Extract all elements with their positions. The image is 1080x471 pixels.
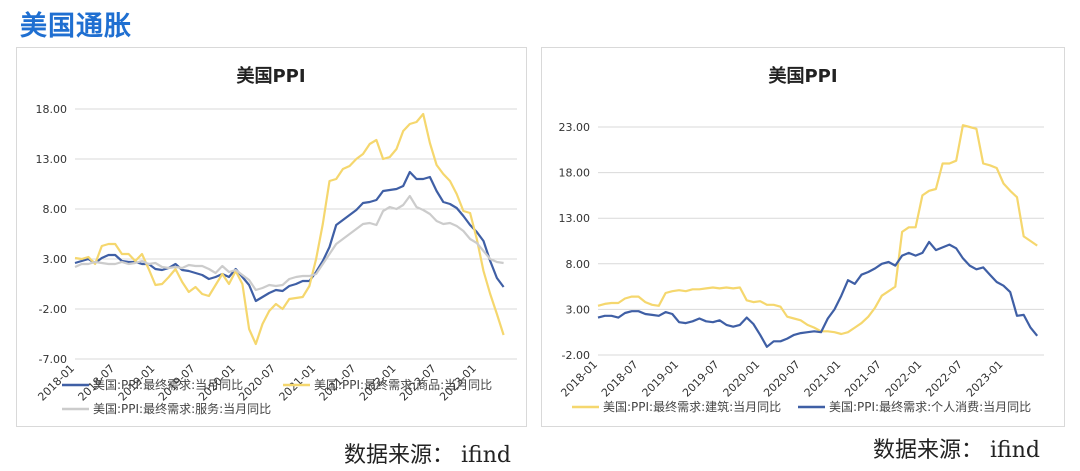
y-tick-label: 3.00 bbox=[43, 253, 68, 266]
y-tick-label: 3.00 bbox=[566, 303, 591, 316]
gridlines bbox=[75, 108, 517, 360]
x-axis-ticks: 2018-012018-072019-012019-072020-012020-… bbox=[558, 358, 1005, 400]
chart-panel-right: 美国PPI 23.00 18.00 13.00 8.00 3.00 -2.00 2018-… bbox=[541, 47, 1065, 427]
ppi-chart-left: 美国PPI 18.00 13.00 8.00 3.00 -2.00 -7.00 2018-… bbox=[35, 65, 517, 416]
y-tick-label: 18.00 bbox=[36, 103, 68, 116]
legend-entry-personal-consumption[interactable]: 美国:PPI:最终需求:个人消费:当月同比 bbox=[798, 399, 1031, 414]
page-title: 美国通胀 bbox=[20, 11, 132, 42]
ppi-chart-right: 美国PPI 23.00 18.00 13.00 8.00 3.00 -2.00 2018-… bbox=[558, 65, 1044, 414]
y-tick-label: 13.00 bbox=[36, 153, 68, 166]
legend-label: 美国:PPI:最终需求:建筑:当月同比 bbox=[603, 399, 781, 414]
data-source-note: 数据来源： ifind bbox=[873, 438, 1040, 463]
y-tick-label: 23.00 bbox=[559, 121, 591, 134]
data-source-note: 数据来源： ifind bbox=[344, 443, 511, 468]
chart-panel-left: 美国PPI 18.00 13.00 8.00 3.00 -2.00 -7.00 2018-… bbox=[16, 47, 527, 427]
legend-entry-goods[interactable]: 美国:PPI:最终需求:商品:当月同比 bbox=[283, 377, 492, 392]
x-tick-label: 2021-01 bbox=[277, 362, 319, 404]
x-tick-label: 2021-07 bbox=[842, 358, 884, 400]
legend-label: 美国:PPI:最终需求:个人消费:当月同比 bbox=[829, 399, 1031, 414]
y-axis-ticks: 18.00 13.00 8.00 3.00 -2.00 -7.00 bbox=[36, 103, 68, 366]
y-tick-label: -2.00 bbox=[39, 303, 67, 316]
x-tick-label: 2018-01 bbox=[558, 358, 600, 400]
series-lines bbox=[74, 112, 505, 346]
x-tick-label: 2023-01 bbox=[964, 358, 1006, 400]
legend-entry-overall[interactable]: 美国:PPI:最终需求:当月同比 bbox=[62, 377, 243, 392]
legend: 美国:PPI:最终需求:建筑:当月同比 美国:PPI:最终需求:个人消费:当月同… bbox=[572, 399, 1031, 414]
x-tick-label: 2018-07 bbox=[599, 358, 641, 400]
y-tick-label: 8.00 bbox=[43, 203, 68, 216]
legend-label: 美国:PPI:最终需求:商品:当月同比 bbox=[314, 377, 492, 392]
series-line-3 bbox=[74, 194, 504, 292]
y-tick-label: -2.00 bbox=[562, 349, 590, 362]
x-tick-label: 2020-07 bbox=[761, 358, 803, 400]
series-lines bbox=[597, 124, 1039, 348]
y-tick-label: 8.00 bbox=[566, 258, 591, 271]
x-tick-label: 2020-01 bbox=[721, 358, 763, 400]
gridlines bbox=[598, 126, 1044, 356]
x-tick-label: 2021-01 bbox=[802, 358, 844, 400]
y-tick-label: 13.00 bbox=[559, 212, 591, 225]
chart-title: 美国PPI bbox=[768, 65, 837, 87]
legend-entry-construction[interactable]: 美国:PPI:最终需求:建筑:当月同比 bbox=[572, 399, 781, 414]
legend-entry-services[interactable]: 美国:PPI:最终需求:服务:当月同比 bbox=[62, 401, 271, 416]
y-tick-label: -7.00 bbox=[39, 353, 67, 366]
series-line-1 bbox=[597, 124, 1038, 336]
y-axis-ticks: 23.00 18.00 13.00 8.00 3.00 -2.00 bbox=[559, 121, 591, 362]
y-tick-label: 18.00 bbox=[559, 167, 591, 180]
x-tick-label: 2018-01 bbox=[35, 362, 77, 404]
series-line-1 bbox=[74, 170, 505, 303]
legend: 美国:PPI:最终需求:当月同比 美国:PPI:最终需求:商品:当月同比 美国:… bbox=[62, 377, 492, 416]
x-tick-label: 2019-07 bbox=[680, 358, 722, 400]
x-tick-label: 2022-07 bbox=[923, 358, 965, 400]
x-tick-label: 2022-01 bbox=[883, 358, 925, 400]
chart-title: 美国PPI bbox=[236, 65, 305, 87]
x-tick-label: 2019-01 bbox=[640, 358, 682, 400]
legend-label: 美国:PPI:最终需求:服务:当月同比 bbox=[93, 401, 271, 416]
series-line-2 bbox=[597, 240, 1039, 348]
legend-label: 美国:PPI:最终需求:当月同比 bbox=[93, 377, 243, 392]
